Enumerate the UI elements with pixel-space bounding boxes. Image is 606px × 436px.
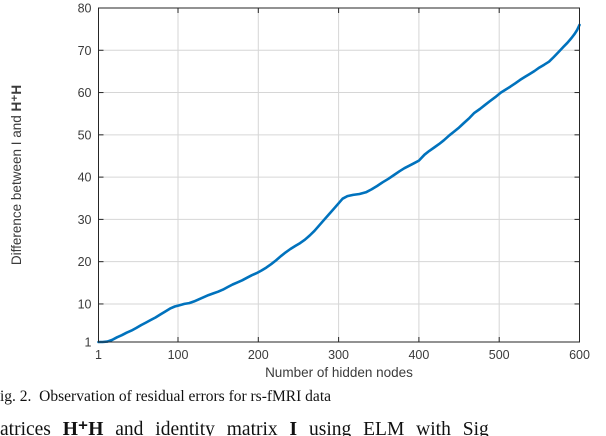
figure-plot: 1 100 200 300 400 500 600 1 10 20 30 40 50 60 70 80 Numb… <box>9 2 590 381</box>
y-tick-label: 10 <box>78 297 92 311</box>
x-tick-label: 1 <box>95 348 102 362</box>
y-tick-label: 40 <box>78 171 92 185</box>
y-tick-label: 70 <box>78 44 92 58</box>
body-segment: atrices <box>0 419 63 436</box>
figure-caption: ig. 2. Observation of residual errors fo… <box>0 388 332 405</box>
x-tick-label: 500 <box>489 348 510 362</box>
x-tick-label: 600 <box>569 348 590 362</box>
y-tick-label: 30 <box>78 213 92 227</box>
x-tick-label: 300 <box>328 348 349 362</box>
y-tick-label: 80 <box>78 2 92 16</box>
y-tick-label: 50 <box>78 128 92 142</box>
y-tick-label: 20 <box>78 255 92 269</box>
clipped-body-text: atrices H⁺H and identity matrix I using … <box>0 417 606 436</box>
body-segment-hph: H⁺H <box>62 419 104 436</box>
x-tick-label: 100 <box>168 348 189 362</box>
y-axis-label: Difference between I and H⁺H <box>9 85 24 265</box>
x-tick-label: 400 <box>408 348 429 362</box>
body-segment-identity: I <box>289 419 298 436</box>
x-tick-label: 200 <box>248 348 269 362</box>
body-segment: and identity matrix <box>103 419 290 436</box>
y-tick-label: 60 <box>78 86 92 100</box>
y-tick-label: 1 <box>85 336 92 350</box>
body-segment: using ELM with Sig <box>297 419 489 436</box>
x-axis-label: Number of hidden nodes <box>265 365 413 380</box>
data-line <box>97 23 581 344</box>
